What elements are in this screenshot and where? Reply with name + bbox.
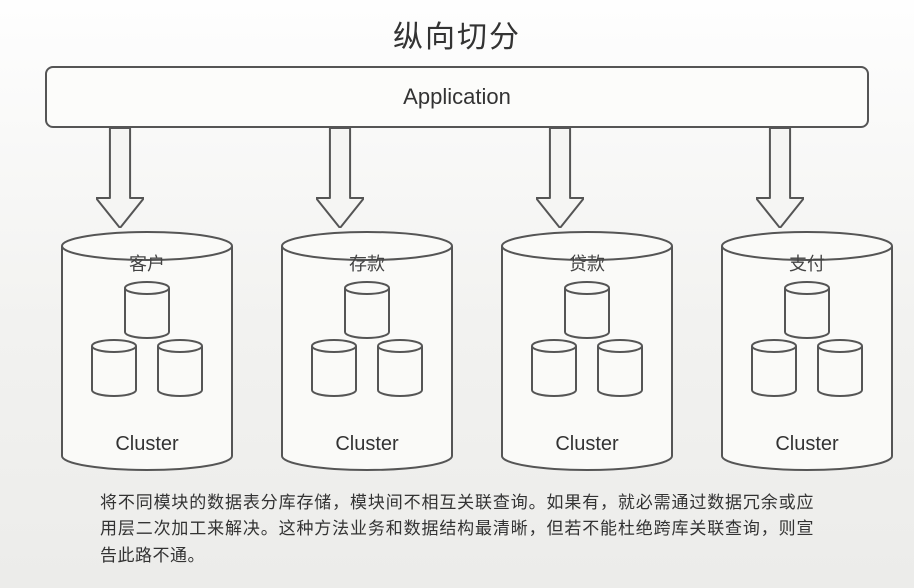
cluster-label-0: Cluster [115, 433, 179, 455]
cluster-1: 存款 Cluster [278, 230, 456, 488]
cluster-name-3: 支付 [789, 254, 825, 274]
down-arrow-2 [536, 128, 584, 233]
cluster-label-1: Cluster [335, 433, 399, 455]
cluster-0: 客户 Cluster [58, 230, 236, 488]
application-label: Application [403, 84, 511, 110]
cluster-name-2: 贷款 [569, 254, 605, 274]
cluster-label-2: Cluster [555, 433, 619, 455]
cluster-label-3: Cluster [775, 433, 839, 455]
diagram-title: 纵向切分 [0, 0, 914, 56]
down-arrow-0 [96, 128, 144, 233]
caption-text: 将不同模块的数据表分库存储，模块间不相互关联查询。如果有，就必需通过数据冗余或应… [100, 490, 814, 569]
application-box: Application [45, 66, 869, 128]
cluster-name-1: 存款 [349, 254, 385, 274]
cluster-3: 支付 Cluster [718, 230, 896, 488]
cluster-2: 贷款 Cluster [498, 230, 676, 488]
down-arrow-1 [316, 128, 364, 233]
down-arrow-3 [756, 128, 804, 233]
cluster-name-0: 客户 [129, 254, 165, 274]
